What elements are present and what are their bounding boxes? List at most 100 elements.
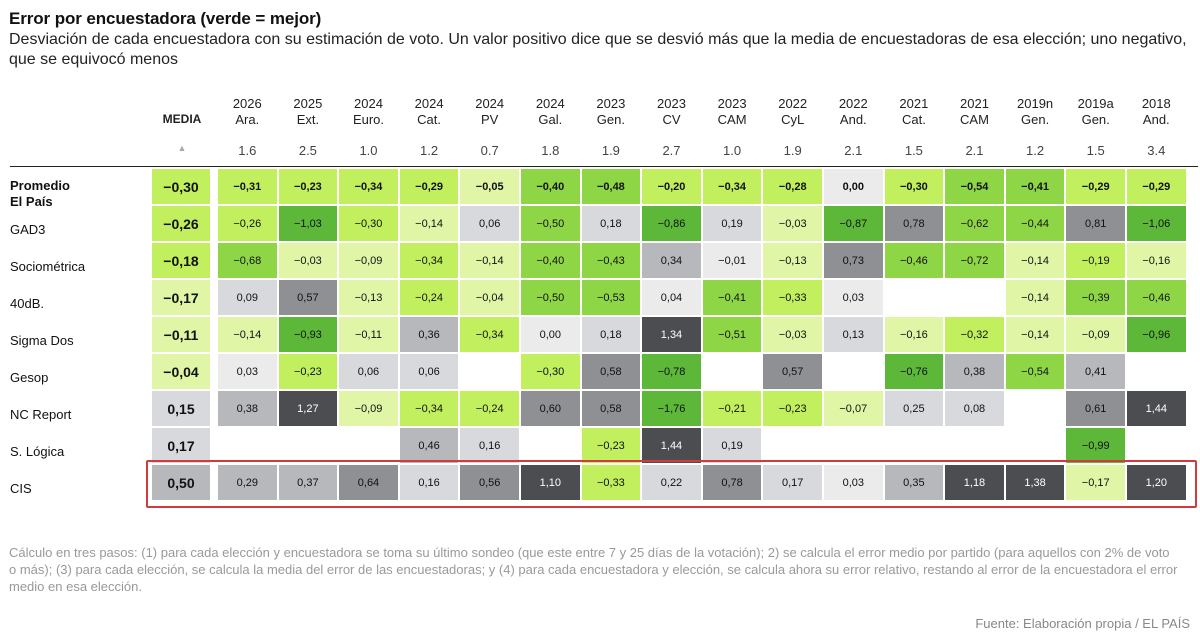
heat-cell: −0,23 (278, 169, 338, 204)
row-label-pollster: NC Report (10, 407, 72, 422)
heat-cell: 1,27 (278, 391, 338, 426)
heat-cell: 0,41 (1066, 354, 1125, 389)
heat-cell: −0,03 (763, 317, 822, 352)
heat-cell: −0,99 (1066, 428, 1125, 463)
heat-cell: −1,03 (278, 206, 338, 241)
heat-cell: 1,38 (1005, 465, 1065, 500)
heat-cell: 0,03 (824, 280, 883, 315)
heat-cell: 0,57 (763, 354, 822, 389)
source-credit: Fuente: Elaboración propia / EL PAÍS (975, 616, 1190, 631)
column-label: And. (839, 112, 867, 127)
heat-cell: −0,04 (460, 280, 519, 315)
column-year: 2022 (778, 96, 808, 111)
column-year: 2026 (232, 96, 262, 111)
media-cell: −0,26 (152, 206, 210, 241)
heat-cell: −0,28 (763, 169, 822, 204)
chart-title: Error por encuestadora (verde = mejor) (9, 9, 322, 28)
heat-cell: 0,13 (824, 317, 883, 352)
column-year: 2022 (838, 96, 868, 111)
column-year: 2019a (1077, 96, 1114, 111)
heat-cell: −0,14 (460, 243, 519, 278)
heat-cell: 0,03 (824, 465, 883, 500)
heat-cell: −0,07 (824, 391, 883, 426)
heat-cell: 0,57 (278, 280, 338, 315)
column-average-error: 0.7 (480, 143, 499, 158)
heat-cell: 0,22 (642, 465, 701, 500)
column-average-error: 1.5 (904, 143, 923, 158)
heat-cell: −0,19 (1066, 243, 1125, 278)
heat-cell: 0,19 (702, 206, 762, 241)
heat-cell: 1,20 (1127, 465, 1186, 500)
heat-cell: −0,16 (884, 317, 944, 352)
heat-cell: −0,03 (278, 243, 338, 278)
column-average-error: 1.9 (783, 143, 802, 158)
heat-cell: 0,56 (460, 465, 519, 500)
sort-up-icon[interactable]: ▲ (177, 143, 187, 153)
column-label: Ext. (296, 112, 320, 127)
heat-cell: −0,03 (763, 206, 822, 241)
heat-cell: 0,46 (399, 428, 459, 463)
column-label: And. (1142, 112, 1170, 127)
heat-cell: −0,54 (1005, 354, 1065, 389)
heat-cell: 1,34 (642, 317, 701, 352)
heat-cell: 0,16 (460, 428, 519, 463)
column-label: CV (662, 112, 681, 127)
heat-cell: −0,40 (521, 243, 580, 278)
heat-cell: −0,14 (1005, 317, 1065, 352)
column-label: Gal. (538, 112, 563, 127)
heat-cell: −0,50 (521, 280, 580, 315)
column-average-error: 1.0 (723, 143, 742, 158)
heat-cell: 0,60 (521, 391, 580, 426)
heat-cell: 0,38 (218, 391, 277, 426)
heat-cell: −0,43 (581, 243, 641, 278)
column-year: 2019n (1017, 96, 1054, 111)
row-label-pollster: GAD3 (10, 222, 46, 237)
heat-cell: −0,48 (581, 169, 641, 204)
media-cell: −0,30 (152, 169, 210, 204)
column-label: Cat. (901, 112, 926, 127)
heat-cell: 0,58 (581, 354, 641, 389)
heat-cell: −0,17 (1066, 465, 1125, 500)
heat-cell: −0,51 (702, 317, 762, 352)
heat-cell: −0,34 (702, 169, 762, 204)
heat-cell: −0,09 (339, 243, 398, 278)
heat-cell: 0,35 (884, 465, 944, 500)
heat-cell: −0,86 (642, 206, 701, 241)
heat-cell: 0,06 (339, 354, 398, 389)
heat-cell: −0,41 (1005, 169, 1065, 204)
heat-cell: −1,06 (1127, 206, 1186, 241)
chart-subtitle: Desviación de cada encuestadora con su e… (9, 31, 1187, 68)
heat-cell: −0,24 (460, 391, 519, 426)
column-year: 2024 (475, 96, 505, 111)
heat-cell: −0,76 (884, 354, 944, 389)
heat-cell: −0,05 (460, 169, 519, 204)
column-average-error: 1.5 (1086, 143, 1105, 158)
row-label-pollster: Promedio El País (10, 178, 70, 209)
column-label: Cat. (417, 112, 442, 127)
column-average-error: 2.5 (298, 143, 317, 158)
heat-cell: −0,72 (945, 243, 1004, 278)
heat-cell: 1,44 (1127, 391, 1186, 426)
heat-cell: 0,17 (763, 465, 822, 500)
column-average-error: 1.2 (420, 143, 439, 158)
heat-cell: −0,09 (1066, 317, 1125, 352)
row-label-pollster: Sigma Dos (10, 333, 74, 348)
media-cell: 0,50 (152, 465, 210, 500)
heat-cell: 0,36 (399, 317, 459, 352)
heat-cell: 1,10 (521, 465, 580, 500)
column-label: PV (481, 112, 499, 127)
column-label: Euro. (352, 112, 385, 127)
heat-cell: −0,39 (1066, 280, 1125, 315)
heat-cell: −0,34 (399, 243, 459, 278)
heat-cell: −0,46 (884, 243, 944, 278)
heat-cell: 0,08 (945, 391, 1004, 426)
heat-cell: 0,34 (642, 243, 701, 278)
heat-cell: −0,13 (763, 243, 822, 278)
heat-cell: −0,34 (399, 391, 459, 426)
heat-cell: 0,16 (399, 465, 459, 500)
column-label: Ara. (235, 112, 260, 127)
heat-cell: −0,53 (581, 280, 641, 315)
heat-cell: −0,44 (1005, 206, 1065, 241)
heat-cell: −0,26 (218, 206, 277, 241)
heat-cell: −0,40 (521, 169, 580, 204)
